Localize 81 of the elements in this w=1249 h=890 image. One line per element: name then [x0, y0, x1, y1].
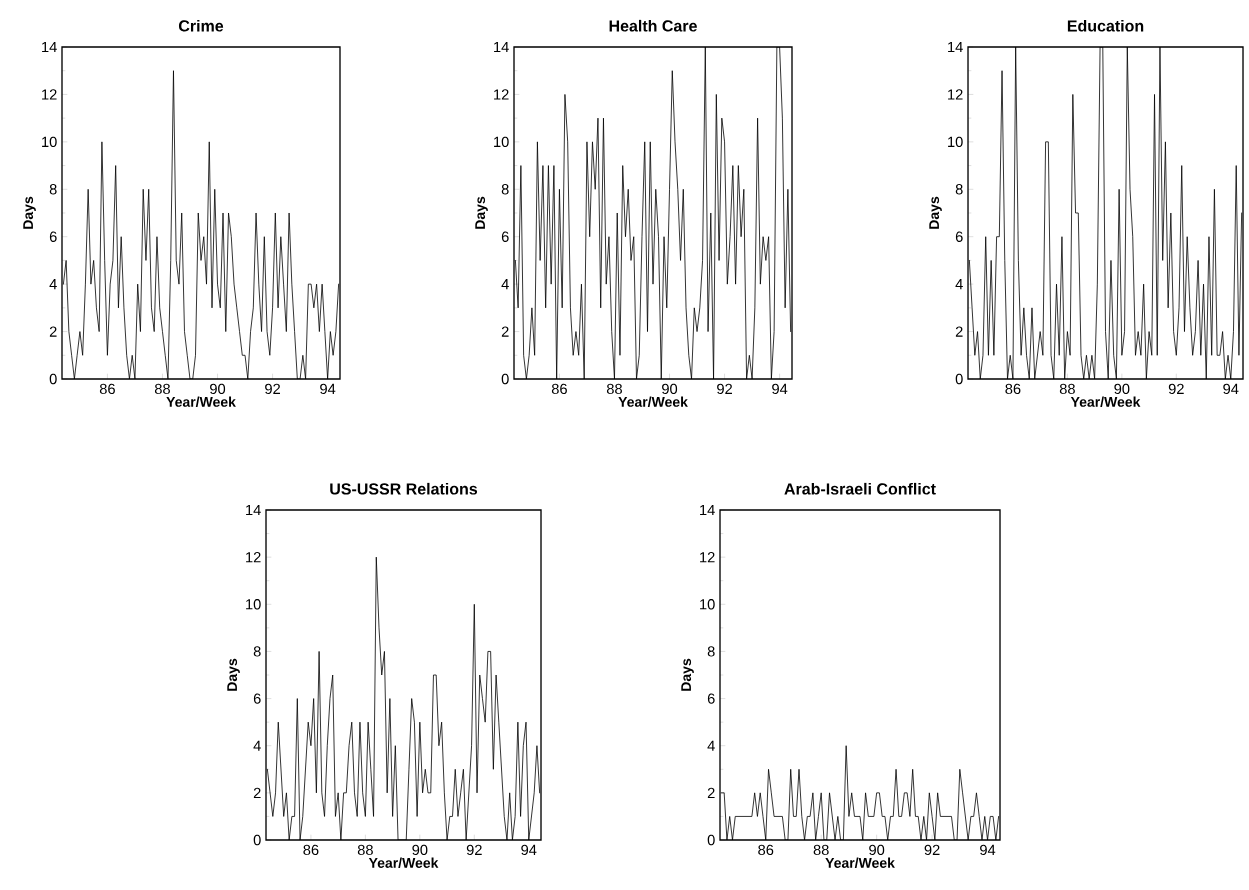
x-tick-label: 88	[813, 844, 829, 856]
x-axis-title: Year/Week	[1070, 396, 1141, 407]
y-tick-label: 6	[955, 231, 963, 242]
y-tick-label: 4	[253, 740, 261, 751]
y-tick-label: 6	[707, 693, 715, 704]
y-tick-label: 12	[700, 552, 715, 563]
y-tick-label: 14	[42, 41, 57, 53]
y-axis-title: Days	[681, 658, 694, 691]
y-tick-label: 10	[700, 599, 715, 610]
x-tick-label: 86	[1005, 383, 1021, 395]
x-tick-label: 92	[1168, 383, 1184, 395]
chart-title: Arab-Israeli Conflict	[784, 482, 936, 495]
y-axis-title: Days	[929, 196, 942, 229]
y-tick-label: 0	[955, 373, 963, 385]
y-tick-label: 14	[700, 504, 715, 516]
x-tick-label: 94	[521, 844, 537, 856]
y-tick-label: 10	[42, 136, 57, 148]
y-axis-title: Days	[475, 196, 488, 229]
x-tick-label: 88	[1059, 383, 1075, 395]
y-tick-label: 12	[42, 89, 57, 100]
x-tick-label: 88	[606, 383, 622, 395]
y-tick-label: 0	[707, 834, 715, 846]
y-tick-label: 4	[707, 740, 715, 751]
y-tick-label: 12	[494, 89, 509, 100]
y-tick-label: 2	[253, 787, 261, 798]
chart-title: Health Care	[609, 19, 697, 32]
y-tick-label: 10	[246, 599, 261, 610]
y-axis-title: Days	[23, 196, 36, 229]
y-tick-label: 4	[955, 279, 963, 290]
x-tick-label: 92	[717, 383, 732, 395]
x-axis-title: Year/Week	[166, 396, 236, 407]
y-tick-label: 2	[501, 326, 509, 337]
x-tick-label: 90	[1114, 383, 1130, 395]
y-tick-label: 10	[494, 136, 509, 148]
x-tick-label: 94	[1223, 383, 1239, 395]
y-tick-label: 10	[948, 136, 963, 148]
x-tick-label: 92	[924, 844, 940, 856]
y-tick-label: 0	[49, 373, 57, 385]
y-tick-label: 8	[253, 646, 261, 657]
x-axis-title: Year/Week	[825, 857, 895, 868]
x-tick-label: 92	[466, 844, 482, 856]
chart-title: US-USSR Relations	[330, 482, 478, 495]
y-tick-label: 0	[501, 373, 509, 385]
y-tick-label: 14	[494, 41, 509, 53]
x-tick-label: 86	[551, 383, 567, 395]
x-tick-label: 94	[320, 383, 336, 395]
y-tick-label: 12	[246, 552, 261, 563]
y-tick-label: 8	[501, 184, 509, 195]
x-tick-label: 90	[869, 844, 885, 856]
y-tick-label: 12	[948, 89, 963, 100]
y-tick-label: 6	[49, 231, 57, 242]
y-tick-label: 8	[707, 646, 715, 657]
x-axis-title: Year/Week	[618, 396, 688, 407]
y-tick-label: 2	[49, 326, 57, 337]
y-tick-label: 14	[948, 41, 963, 53]
y-tick-label: 6	[501, 231, 509, 242]
line-series	[514, 47, 792, 379]
y-axis-title: Days	[227, 658, 240, 691]
y-tick-label: 2	[707, 787, 715, 798]
x-tick-label: 86	[758, 844, 774, 856]
y-tick-label: 4	[501, 279, 509, 290]
x-tick-label: 90	[662, 383, 678, 395]
x-tick-label: 88	[357, 844, 373, 856]
chart-title: Education	[1067, 19, 1144, 32]
x-tick-label: 86	[99, 383, 115, 395]
x-tick-label: 94	[772, 383, 788, 395]
y-tick-label: 2	[955, 326, 963, 337]
y-tick-label: 0	[253, 834, 261, 846]
x-tick-label: 86	[303, 844, 319, 856]
x-axis-title: Year/Week	[368, 857, 439, 868]
x-tick-label: 90	[412, 844, 428, 856]
y-tick-label: 14	[246, 504, 261, 516]
x-tick-label: 92	[265, 383, 280, 395]
y-tick-label: 4	[49, 279, 57, 290]
y-tick-label: 8	[955, 184, 963, 195]
y-tick-label: 8	[49, 184, 57, 195]
x-tick-label: 94	[980, 844, 996, 856]
y-tick-label: 6	[253, 693, 261, 704]
x-tick-label: 88	[154, 383, 170, 395]
x-tick-label: 90	[210, 383, 226, 395]
chart-title: Crime	[178, 19, 224, 32]
